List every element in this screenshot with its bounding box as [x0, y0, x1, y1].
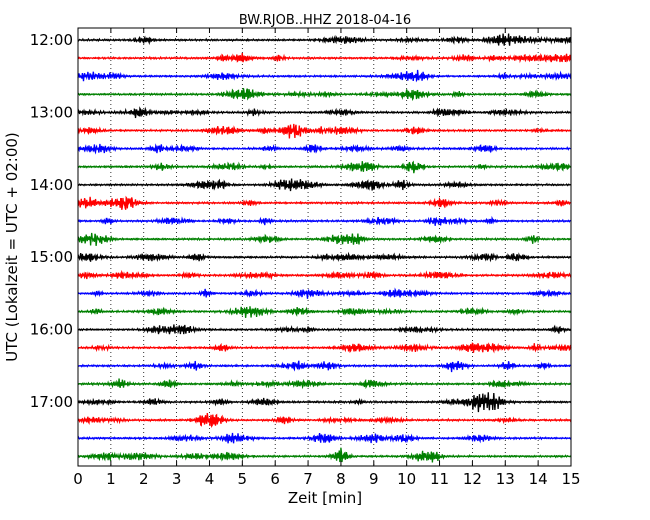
- trace-line: [77, 378, 572, 390]
- trace-line: [77, 324, 572, 335]
- x-tick-label: 2: [139, 470, 149, 488]
- trace-line: [77, 106, 572, 119]
- x-tick-label: 15: [561, 470, 580, 488]
- x-tick-label: 8: [336, 470, 346, 488]
- trace-line: [77, 251, 572, 263]
- trace-line: [77, 178, 572, 192]
- y-tick-label: 14:00: [30, 176, 73, 194]
- x-tick-label: 7: [303, 470, 313, 488]
- x-axis-ticks: 0 1 2 3 4 5 6 7 8 9 10 11 12 13 14 15: [73, 28, 581, 488]
- x-tick-label: 4: [205, 470, 215, 488]
- trace-line: [77, 69, 572, 83]
- plot-frame: [77, 27, 572, 467]
- y-tick-label: 13:00: [30, 103, 73, 121]
- y-axis-label: UTC (Lokalzeit = UTC + 02:00): [3, 132, 21, 362]
- chart-title: BW.RJOB..HHZ 2018-04-16: [239, 13, 411, 28]
- y-tick-label: 12:00: [30, 31, 73, 49]
- x-tick-label: 14: [529, 470, 548, 488]
- trace-line: [77, 88, 572, 102]
- trace-line: [77, 269, 572, 281]
- trace-line: [77, 143, 572, 155]
- trace-line: [77, 392, 572, 413]
- x-tick-label: 13: [496, 470, 515, 488]
- trace-line: [77, 160, 572, 174]
- trace-line: [77, 342, 572, 354]
- trace-line: [77, 432, 572, 444]
- trace-line: [78, 306, 572, 318]
- x-tick-label: 5: [238, 470, 248, 488]
- x-tick-label: 12: [463, 470, 482, 488]
- seismic-traces: [77, 33, 572, 463]
- trace-line: [77, 215, 572, 226]
- x-tick-label: 0: [73, 470, 83, 488]
- x-tick-label: 3: [172, 470, 182, 488]
- x-tick-label: 10: [397, 470, 416, 488]
- trace-line: [77, 360, 572, 373]
- x-tick-label: 1: [106, 470, 116, 488]
- y-tick-label: 16:00: [30, 321, 73, 339]
- trace-line: [77, 195, 572, 210]
- trace-line: [77, 52, 572, 64]
- x-tick-label: 9: [369, 470, 379, 488]
- x-tick-label: 6: [270, 470, 280, 488]
- trace-line: [77, 33, 572, 46]
- y-tick-label: 15:00: [30, 248, 73, 266]
- trace-line: [77, 287, 572, 299]
- y-tick-label: 17:00: [30, 393, 73, 411]
- x-axis-label: Zeit [min]: [288, 489, 362, 507]
- trace-line: [77, 232, 571, 246]
- y-axis-ticks: 12:00 13:00 14:00 15:00 16:00 17:00: [30, 31, 571, 411]
- trace-line: [77, 413, 572, 428]
- trace-line: [77, 123, 572, 139]
- x-tick-label: 11: [430, 470, 449, 488]
- trace-line: [77, 447, 572, 463]
